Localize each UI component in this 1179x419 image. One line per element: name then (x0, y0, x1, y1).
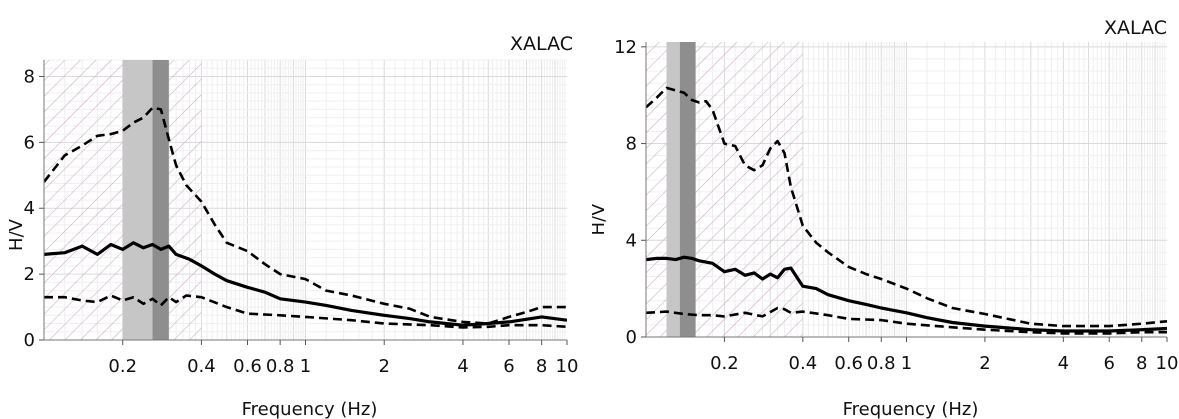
station-label: XALAC (1104, 17, 1167, 39)
x-tick-label: 6 (503, 356, 514, 377)
y-axis-label: H/V (6, 218, 27, 251)
y-tick-label: 4 (626, 230, 637, 251)
y-tick-label: 0 (626, 327, 637, 348)
x-tick-label: 1 (901, 353, 912, 374)
hv-lower-dashed-line (44, 294, 567, 329)
hv-curves (646, 86, 1167, 335)
x-tick-label: 0.4 (789, 353, 818, 374)
y-tick-label: 8 (626, 134, 637, 155)
y-tick-label: 4 (24, 198, 35, 219)
x-tick-label: 0.2 (108, 356, 137, 377)
x-tick-label: 2 (378, 356, 389, 377)
x-tick-label: 4 (1058, 353, 1069, 374)
peak-band-inner (152, 60, 169, 340)
y-tick-label: 8 (24, 66, 35, 87)
x-tick-label: 1 (300, 356, 311, 377)
x-tick-label: 10 (1156, 353, 1179, 374)
x-tick-label: 0.6 (233, 356, 262, 377)
hv-curves (44, 106, 567, 329)
y-tick-label: 12 (614, 37, 637, 58)
hv-upper-dashed-line (646, 86, 1167, 328)
x-tick-label: 0.8 (266, 356, 295, 377)
x-tick-label: 0.8 (867, 353, 896, 374)
hv-lower-dashed-line (646, 306, 1167, 335)
hv-mean-solid-line (646, 255, 1167, 333)
x-axis-label: Frequency (Hz) (843, 399, 979, 419)
y-tick-label: 0 (24, 330, 35, 351)
y-tick-label: 2 (24, 264, 35, 285)
hv-mean-solid-line (44, 241, 567, 327)
x-tick-label: 8 (1136, 353, 1147, 374)
y-tick-label: 6 (24, 132, 35, 153)
x-tick-label: 10 (556, 356, 579, 377)
y-axis-label: H/V (592, 203, 609, 236)
x-tick-label: 0.2 (710, 353, 739, 374)
x-tick-label: 2 (979, 353, 990, 374)
hv-upper-dashed-line (44, 106, 567, 325)
x-tick-label: 0.4 (187, 356, 216, 377)
x-axis-label: Frequency (Hz) (242, 399, 378, 419)
peak-band-inner (679, 42, 696, 337)
x-tick-label: 6 (1103, 353, 1114, 374)
station-label: XALAC (510, 33, 573, 55)
x-tick-label: 8 (536, 356, 547, 377)
x-tick-label: 4 (457, 356, 468, 377)
hv-panel-left: 0 2 4 6 8 0.2 0.4 0.6 0.8 1 2 4 6 8 10 Frequency (Hz) H/… (6, 33, 579, 419)
x-tick-label: 0.6 (834, 353, 863, 374)
